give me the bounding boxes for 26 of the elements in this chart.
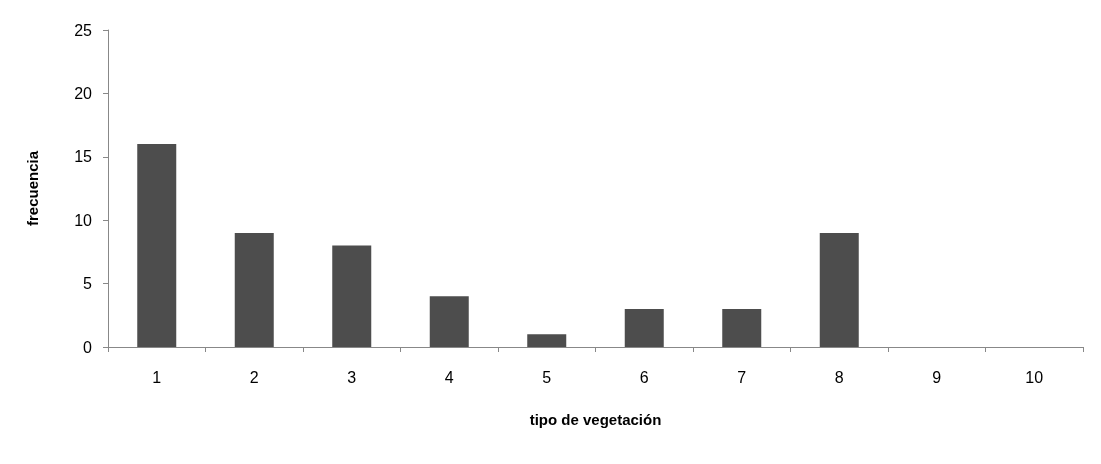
x-tick-label: 6 bbox=[639, 368, 649, 386]
x-axis-title: tipo de vegetación bbox=[529, 411, 662, 428]
x-tick-label: 7 bbox=[737, 368, 747, 386]
y-axis-title: frecuencia bbox=[24, 150, 41, 227]
x-tick-label: 5 bbox=[542, 368, 552, 386]
x-tick-label: 8 bbox=[834, 368, 844, 386]
x-tick-label: 4 bbox=[444, 368, 454, 386]
y-tick-label: 15 bbox=[74, 148, 93, 166]
x-tick-label: 10 bbox=[1025, 368, 1044, 386]
x-tick-label: 2 bbox=[249, 368, 259, 386]
bar bbox=[234, 232, 274, 347]
y-tick-label: 25 bbox=[74, 21, 93, 39]
y-tick-label: 0 bbox=[83, 338, 93, 356]
bar bbox=[624, 308, 664, 347]
bar bbox=[137, 144, 177, 347]
bar bbox=[527, 334, 567, 347]
x-tick-label: 1 bbox=[152, 368, 162, 386]
y-tick-label: 20 bbox=[74, 84, 93, 102]
x-tick-label: 9 bbox=[932, 368, 942, 386]
bar bbox=[819, 232, 859, 347]
y-tick-label: 10 bbox=[74, 211, 93, 229]
x-tick-label: 3 bbox=[347, 368, 357, 386]
y-tick-label: 5 bbox=[83, 275, 93, 293]
bar bbox=[332, 245, 372, 347]
bar bbox=[429, 296, 469, 347]
bar bbox=[722, 308, 762, 347]
